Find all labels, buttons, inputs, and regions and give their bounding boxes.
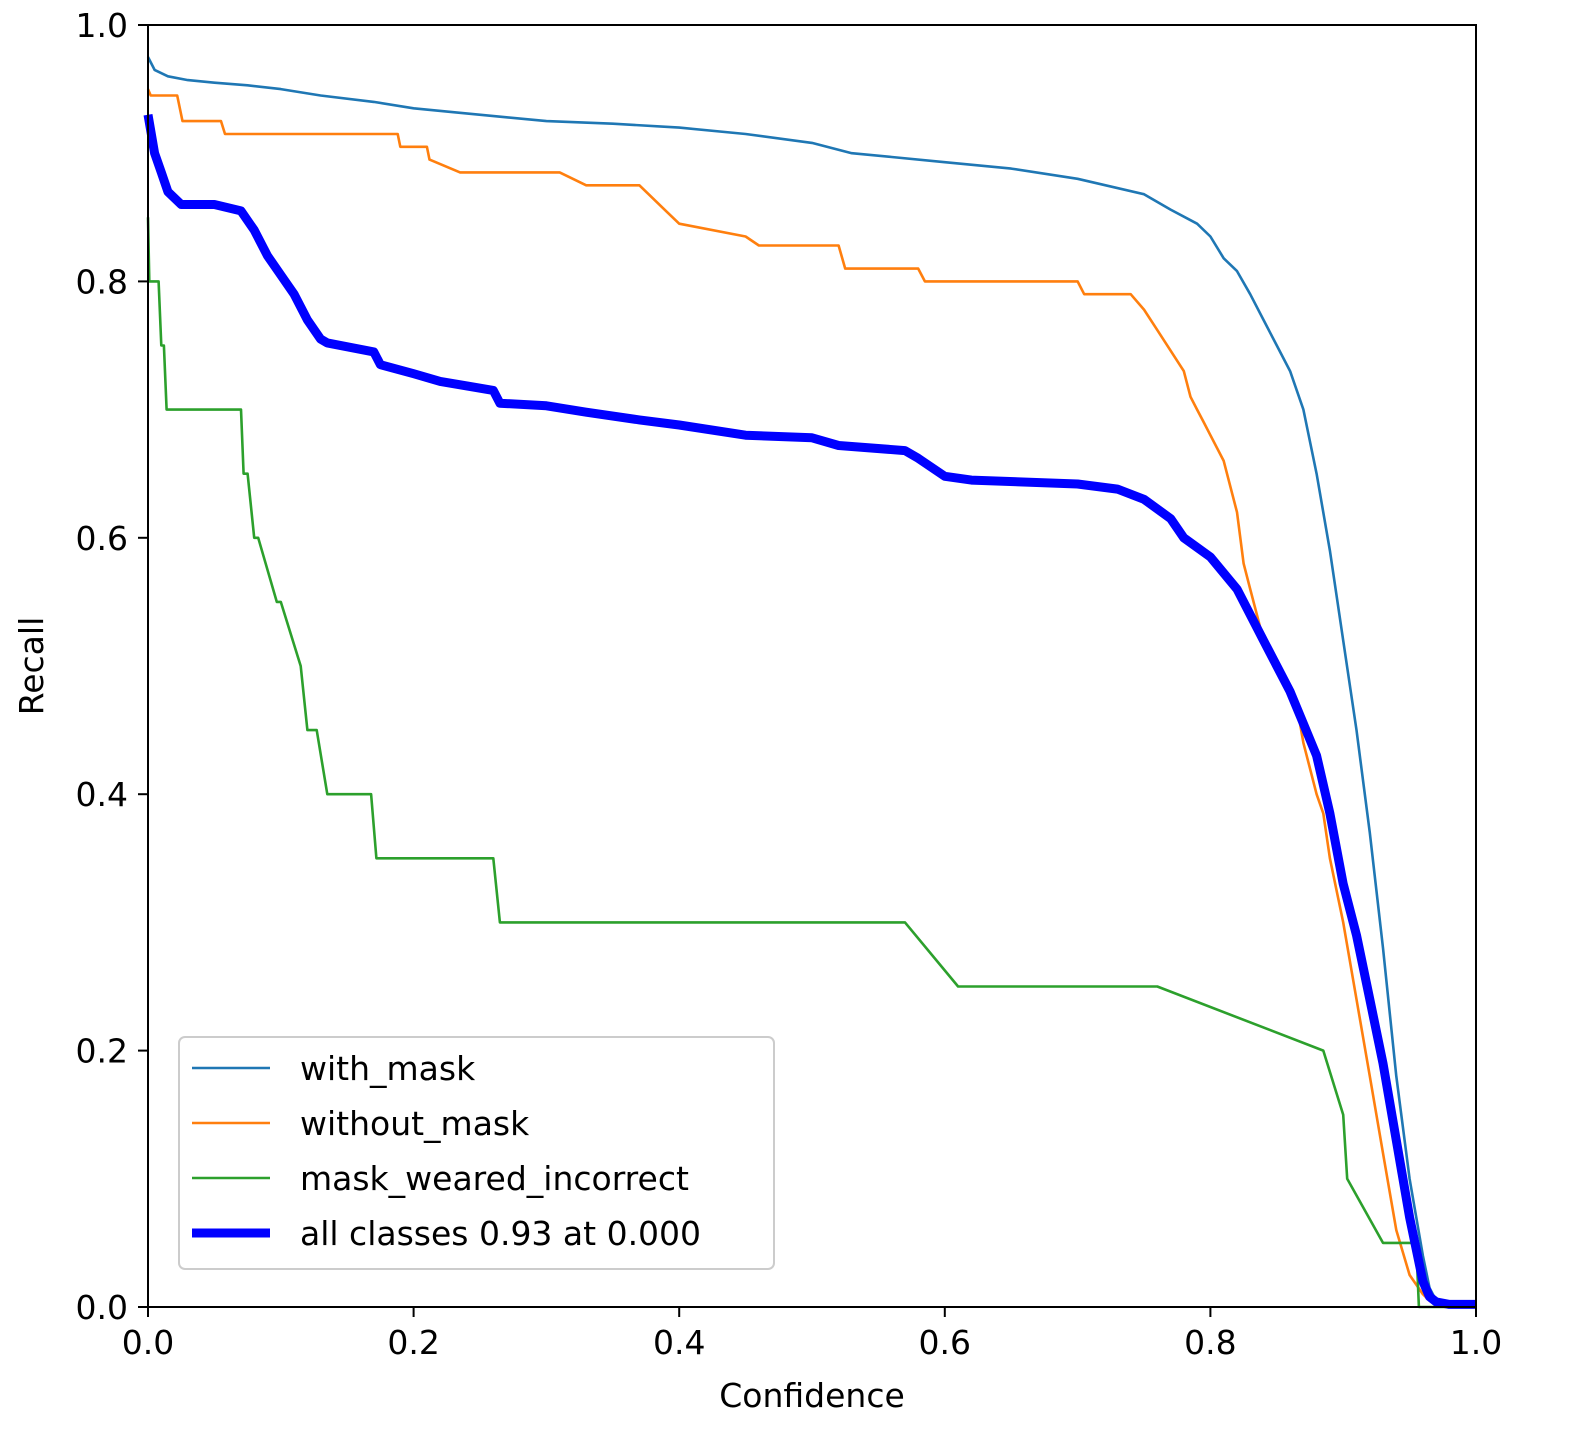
y-tick-label: 0.8 (76, 262, 128, 301)
legend: with_mask without_mask mask_weared_incorre… (178, 1036, 775, 1270)
series-line-2 (146, 217, 1476, 1309)
legend-label-2: mask_weared_incorrect (300, 1159, 689, 1198)
y-tick-label: 1.0 (76, 6, 128, 45)
x-axis-label: Confidence (719, 1376, 905, 1415)
y-tick-label: 0.2 (76, 1032, 128, 1071)
x-tick-label: 0.8 (1184, 1323, 1236, 1362)
y-tick-label: 0.0 (76, 1288, 128, 1327)
series-line-3 (143, 113, 1476, 1309)
x-tick-label: 1.0 (1450, 1323, 1502, 1362)
series-line-1 (146, 88, 1476, 1306)
y-tick-label: 0.4 (76, 775, 128, 814)
x-axis-ticks: 0.0 0.2 0.4 0.6 0.8 1.0 (122, 1307, 1502, 1362)
legend-label-0: with_mask (300, 1049, 476, 1088)
legend-label-1: without_mask (300, 1104, 530, 1143)
x-tick-label: 0.4 (653, 1323, 705, 1362)
y-axis-label: Recall (12, 617, 51, 715)
y-tick-label: 0.6 (76, 519, 128, 558)
y-axis-ticks: 0.0 0.2 0.4 0.6 0.8 1.0 (76, 6, 148, 1327)
plot-frame (147, 24, 1477, 1308)
legend-box (178, 1036, 775, 1270)
legend-label-3: all classes 0.93 at 0.000 (300, 1214, 701, 1253)
x-tick-label: 0.2 (387, 1323, 439, 1362)
x-tick-label: 0.6 (919, 1323, 971, 1362)
series-line-0 (146, 56, 1476, 1306)
x-tick-label: 0.0 (122, 1323, 174, 1362)
series-lines (143, 56, 1476, 1309)
